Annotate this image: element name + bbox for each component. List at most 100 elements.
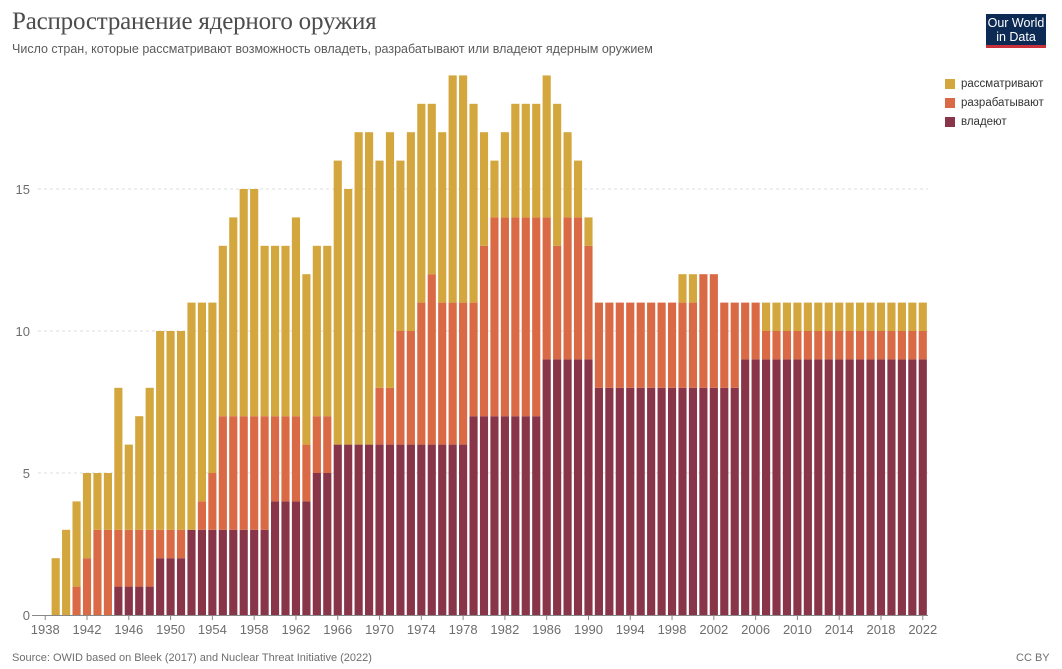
bar-develop-2010[interactable] <box>793 331 802 360</box>
bar-develop-1998[interactable] <box>667 302 677 388</box>
bar-own-1968[interactable] <box>354 444 363 615</box>
bar-own-1999[interactable] <box>678 387 687 615</box>
bar-consider-1999[interactable] <box>678 274 687 303</box>
bar-develop-1949[interactable] <box>156 529 165 559</box>
bar-own-1982[interactable] <box>500 416 509 615</box>
bar-own-2001[interactable] <box>699 387 708 615</box>
bar-develop-1942[interactable] <box>82 558 92 615</box>
bar-own-1948[interactable] <box>145 586 154 615</box>
bar-consider-1945[interactable] <box>114 387 123 530</box>
bar-develop-1994[interactable] <box>626 302 635 388</box>
bar-consider-1954[interactable] <box>208 302 217 473</box>
bar-consider-1941[interactable] <box>72 501 81 587</box>
bar-own-1954[interactable] <box>208 529 217 615</box>
bar-develop-1947[interactable] <box>135 529 144 587</box>
bar-own-2010[interactable] <box>793 359 802 615</box>
bar-develop-1978[interactable] <box>459 302 468 445</box>
bar-consider-1960[interactable] <box>270 245 280 417</box>
bar-consider-1986[interactable] <box>542 75 551 218</box>
bar-own-1976[interactable] <box>438 444 447 615</box>
bar-own-1949[interactable] <box>156 558 165 615</box>
bar-develop-2007[interactable] <box>762 331 771 360</box>
bar-develop-1964[interactable] <box>312 416 321 473</box>
bar-develop-2001[interactable] <box>699 274 708 388</box>
bar-own-1956[interactable] <box>229 529 238 615</box>
bar-develop-2002[interactable] <box>709 274 718 388</box>
bar-consider-1955[interactable] <box>218 245 227 417</box>
bar-consider-1977[interactable] <box>448 75 457 303</box>
bar-consider-1985[interactable] <box>532 103 541 218</box>
bar-consider-1979[interactable] <box>469 103 478 303</box>
bar-own-1979[interactable] <box>469 416 478 615</box>
bar-consider-1971[interactable] <box>385 132 395 388</box>
bar-develop-2011[interactable] <box>803 331 812 360</box>
bar-consider-1978[interactable] <box>459 75 468 303</box>
bar-develop-1976[interactable] <box>438 302 447 445</box>
bar-consider-1947[interactable] <box>135 416 144 530</box>
bar-own-1966[interactable] <box>333 444 342 615</box>
bar-consider-2018[interactable] <box>876 302 886 331</box>
bar-consider-1949[interactable] <box>156 331 165 530</box>
bar-consider-2021[interactable] <box>908 302 917 331</box>
bar-consider-1972[interactable] <box>396 160 405 331</box>
bar-consider-1987[interactable] <box>553 103 562 246</box>
bar-consider-1943[interactable] <box>93 473 102 530</box>
bar-develop-1946[interactable] <box>124 529 133 587</box>
bar-develop-1992[interactable] <box>605 302 614 388</box>
bar-develop-1945[interactable] <box>114 529 123 587</box>
bar-develop-1954[interactable] <box>208 473 217 530</box>
bar-own-2004[interactable] <box>730 387 739 615</box>
bar-own-2018[interactable] <box>876 359 886 615</box>
bar-own-1988[interactable] <box>563 359 572 615</box>
bar-consider-1980[interactable] <box>479 132 489 246</box>
bar-own-1967[interactable] <box>344 444 353 615</box>
bar-develop-2000[interactable] <box>688 302 698 388</box>
bar-consider-1976[interactable] <box>438 132 447 303</box>
bar-develop-1955[interactable] <box>218 416 227 530</box>
legend-item-consider[interactable]: рассматривают <box>945 74 1044 93</box>
bar-develop-2012[interactable] <box>814 331 823 360</box>
bar-own-2013[interactable] <box>824 359 833 615</box>
bar-consider-1946[interactable] <box>124 444 133 530</box>
bar-develop-1963[interactable] <box>302 444 311 502</box>
bar-own-1997[interactable] <box>657 387 666 615</box>
bar-own-2022[interactable] <box>918 359 927 615</box>
bar-develop-1985[interactable] <box>532 217 541 417</box>
bar-own-1996[interactable] <box>647 387 656 615</box>
bar-consider-1975[interactable] <box>427 103 436 275</box>
bar-own-1993[interactable] <box>615 387 624 615</box>
bar-own-1987[interactable] <box>553 359 562 615</box>
bar-consider-1981[interactable] <box>490 160 499 218</box>
bar-develop-2005[interactable] <box>741 302 750 360</box>
bar-own-2005[interactable] <box>741 359 750 615</box>
bar-develop-1993[interactable] <box>615 302 624 388</box>
bar-consider-1953[interactable] <box>197 302 207 502</box>
bar-own-1945[interactable] <box>114 586 123 615</box>
bar-develop-2003[interactable] <box>720 302 729 388</box>
bar-own-1977[interactable] <box>448 444 457 615</box>
bar-develop-1959[interactable] <box>260 416 269 530</box>
bar-own-1950[interactable] <box>166 558 175 615</box>
bar-own-2002[interactable] <box>709 387 718 615</box>
bar-consider-1984[interactable] <box>521 103 530 218</box>
bar-own-1969[interactable] <box>365 444 374 615</box>
bar-develop-1943[interactable] <box>93 529 102 615</box>
bar-develop-1941[interactable] <box>72 586 81 615</box>
bar-own-1990[interactable] <box>584 359 593 615</box>
owid-logo[interactable]: Our World in Data <box>986 14 1046 48</box>
bar-consider-1939[interactable] <box>51 558 60 615</box>
bar-develop-1974[interactable] <box>417 302 426 445</box>
bar-consider-1963[interactable] <box>302 274 311 445</box>
bar-develop-1953[interactable] <box>197 501 207 530</box>
bar-own-1984[interactable] <box>521 416 530 615</box>
bar-develop-1996[interactable] <box>647 302 656 388</box>
bar-develop-1987[interactable] <box>553 245 562 360</box>
bar-own-1972[interactable] <box>396 444 405 615</box>
bar-develop-1981[interactable] <box>490 217 499 417</box>
bar-own-1992[interactable] <box>605 387 614 615</box>
bar-develop-1982[interactable] <box>500 217 509 417</box>
bar-own-1985[interactable] <box>532 416 541 615</box>
bar-develop-1962[interactable] <box>291 416 301 502</box>
bar-own-1973[interactable] <box>406 444 415 615</box>
bar-consider-1970[interactable] <box>375 160 384 388</box>
